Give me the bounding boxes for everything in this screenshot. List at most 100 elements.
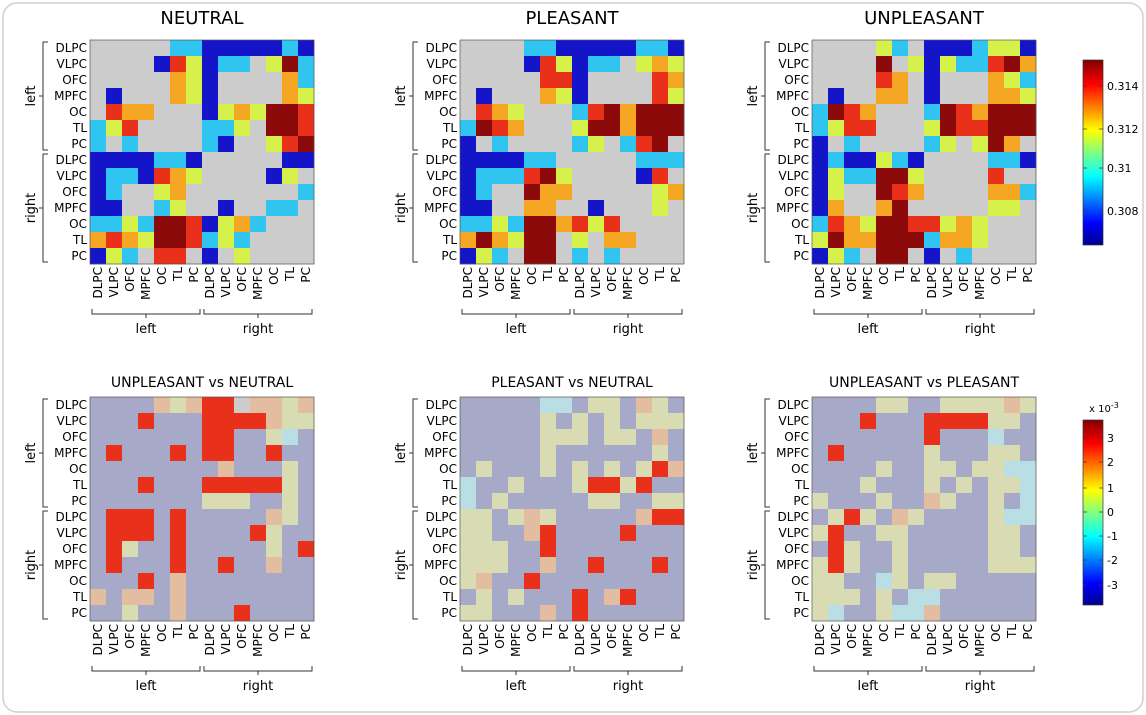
heatmap-cell — [908, 557, 925, 574]
heatmap-cell — [828, 216, 845, 233]
heatmap-cell — [218, 573, 235, 590]
heatmap-cell — [812, 104, 829, 121]
heatmap-cell — [620, 168, 637, 185]
heatmap-cell — [652, 557, 669, 574]
heatmap-cell — [908, 605, 925, 622]
column-label: MPFC — [509, 267, 523, 300]
heatmap-cell — [636, 573, 653, 590]
heatmap-cell — [202, 557, 219, 574]
column-label: TL — [653, 624, 667, 639]
heatmap-cell — [298, 248, 315, 265]
heatmap-cell — [556, 216, 573, 233]
heatmap-cell — [572, 397, 589, 414]
heatmap-cell — [106, 248, 123, 265]
heatmap-cell — [122, 216, 139, 233]
heatmap-cell — [892, 493, 909, 510]
column-label: VLPC — [219, 267, 233, 298]
heatmap-cell — [186, 557, 203, 574]
heatmap-cell — [266, 216, 283, 233]
heatmap-cell — [892, 413, 909, 430]
heatmap-cell — [1020, 573, 1037, 590]
heatmap-cell — [972, 541, 989, 558]
heatmap-cell — [668, 120, 685, 137]
heatmap-cell — [924, 216, 941, 233]
heatmap-cell — [652, 184, 669, 201]
row-label: TL — [794, 478, 809, 492]
heatmap-cell — [668, 88, 685, 105]
heatmap-cell — [170, 200, 187, 217]
heatmap-cell — [988, 493, 1005, 510]
heatmap-cell — [844, 397, 861, 414]
heatmap-cell — [298, 461, 315, 478]
heatmap-cell — [266, 184, 283, 201]
heatmap-panels: NEUTRALDLPCVLPCOFCMPFCOCTLPCDLPCVLPCOFCM… — [24, 8, 1037, 694]
heatmap-cell — [524, 184, 541, 201]
heatmap-cell — [250, 104, 267, 121]
heatmap-cell — [844, 509, 861, 526]
heatmap-cell — [218, 248, 235, 265]
heatmap-cell — [940, 429, 957, 446]
column-group-label: left — [135, 679, 156, 694]
heatmap-cell — [122, 413, 139, 430]
heatmap-panel: NEUTRALDLPCVLPCOFCMPFCOCTLPCDLPCVLPCOFCM… — [24, 8, 315, 337]
row-label: VLPC — [426, 169, 457, 183]
heatmap-cell — [298, 200, 315, 217]
heatmap-cell — [956, 168, 973, 185]
heatmap-cell — [508, 605, 525, 622]
column-label: PC — [299, 624, 313, 640]
heatmap-cell — [828, 168, 845, 185]
column-group-brace — [461, 309, 571, 318]
heatmap-cell — [508, 216, 525, 233]
heatmap-cell — [636, 136, 653, 153]
heatmap-cell — [556, 493, 573, 510]
heatmap-cell — [186, 509, 203, 526]
heatmap-cell — [988, 573, 1005, 590]
heatmap-cell — [492, 541, 509, 558]
heatmap-cell — [540, 461, 557, 478]
heatmap-cell — [1004, 509, 1021, 526]
heatmap-cell — [572, 104, 589, 121]
heatmap-cell — [282, 461, 299, 478]
heatmap-cell — [828, 136, 845, 153]
heatmap-cell — [540, 509, 557, 526]
heatmap-cell — [492, 184, 509, 201]
heatmap-cell — [154, 445, 171, 462]
heatmap-cell — [282, 120, 299, 137]
heatmap-cell — [266, 136, 283, 153]
heatmap-cell — [956, 88, 973, 105]
heatmap-cell — [860, 397, 877, 414]
heatmap-cell — [620, 573, 637, 590]
heatmap-cell — [122, 509, 139, 526]
heatmap-cell — [1020, 605, 1037, 622]
heatmap-cell — [956, 152, 973, 169]
heatmap-cell — [892, 557, 909, 574]
heatmap-cell — [572, 429, 589, 446]
heatmap-cell — [572, 120, 589, 137]
heatmap-cell — [908, 413, 925, 430]
heatmap-cell — [476, 445, 493, 462]
heatmap-cell — [860, 120, 877, 137]
heatmap-cell — [860, 136, 877, 153]
heatmap-cell — [988, 605, 1005, 622]
heatmap-cell — [1020, 557, 1037, 574]
heatmap-cell — [620, 429, 637, 446]
column-group-label: left — [505, 322, 526, 337]
column-group-brace — [203, 309, 313, 318]
heatmap-cell — [298, 216, 315, 233]
column-label: TL — [1005, 624, 1019, 639]
heatmap-cell — [588, 413, 605, 430]
heatmap-cell — [636, 557, 653, 574]
heatmap-cell — [1004, 88, 1021, 105]
heatmap-cell — [860, 493, 877, 510]
heatmap-cell — [812, 605, 829, 622]
heatmap-cell — [828, 184, 845, 201]
heatmap-cell — [892, 477, 909, 494]
heatmap-cell — [828, 477, 845, 494]
heatmap-cell — [492, 216, 509, 233]
heatmap-cell — [620, 120, 637, 137]
heatmap-cell — [956, 589, 973, 606]
heatmap-cell — [250, 493, 267, 510]
heatmap-cell — [106, 445, 123, 462]
heatmap-cell — [540, 525, 557, 542]
heatmap-cell — [588, 184, 605, 201]
